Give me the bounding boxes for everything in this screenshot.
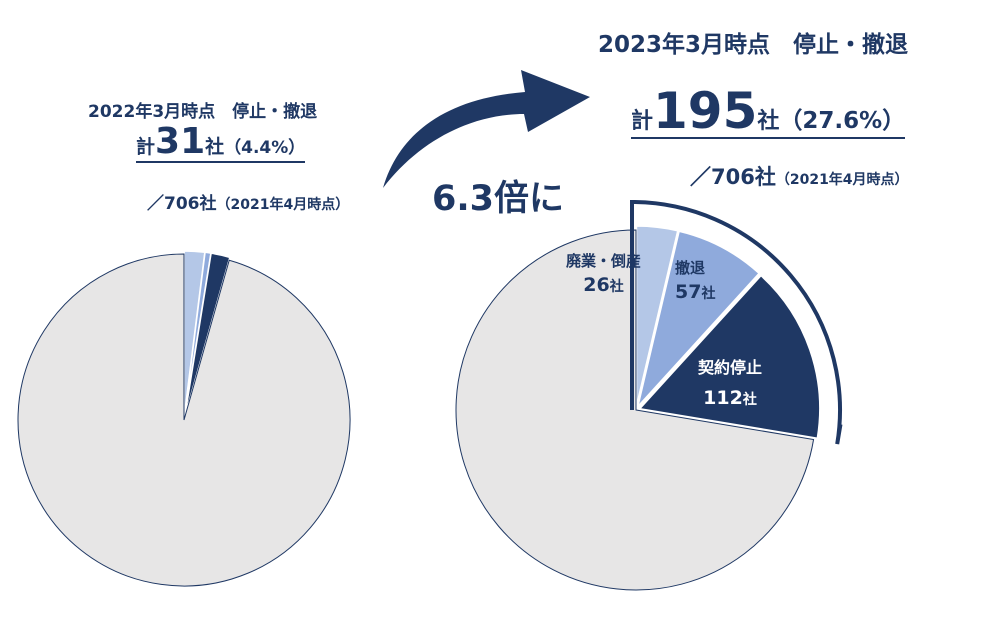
left-chart-title: 2022年3月時点 停止・撤退 [88,102,318,122]
slice-count-contract-stop-unit: 社 [742,392,757,408]
right-total-prefix: 計 [631,109,654,134]
slice-label-contract-stop: 契約停止 112社 [698,354,762,409]
right-total-value: 195 [653,82,758,140]
slice-count-withdrawal: 57社 [675,281,715,303]
pie-2023-slice-0 [635,225,679,407]
slice-name-contract-stop: 契約停止 [698,358,763,377]
growth-ratio-label: 6.3倍に [432,179,565,219]
right-total-suffix: 社 [757,109,780,134]
right-total-percent: （27.6%） [779,108,906,134]
pie-2023-slice-1 [636,230,761,410]
left-denominator-value: ／706社 [147,194,217,214]
left-total-value: 31 [155,121,206,162]
pie-chart-2023 [455,225,821,591]
left-total-prefix: 計 [136,136,156,158]
pie-2023-slice-3 [455,229,815,591]
pie-2022-slice-3 [17,253,351,587]
slice-count-contract-stop-value: 112 [703,387,743,409]
left-total-suffix: 社 [205,136,225,158]
slice-label-closure: 廃業・倒産 26社 [566,250,641,296]
bracket-outline [630,199,843,445]
left-denominator-note: （2021年4月時点） [216,197,350,213]
slice-count-closure-unit: 社 [609,279,624,295]
right-denominator-note: （2021年4月時点） [775,172,909,188]
slice-count-closure-value: 26 [583,274,610,296]
left-total-percent: （4.4%） [224,138,306,158]
slice-count-contract-stop: 112社 [698,387,762,409]
slice-label-withdrawal: 撤退 57社 [675,257,715,303]
right-chart-title: 2023年3月時点 停止・撤退 [598,32,909,58]
slice-name-withdrawal: 撤退 [675,259,706,277]
right-chart-total: 計195社（27.6%） [631,86,906,139]
pie-chart-2022 [17,250,351,587]
growth-arrow-icon [383,70,590,188]
pie-2023-slice-2 [638,274,821,440]
left-chart-total: 計31社（4.4%） [136,121,306,163]
slice-count-closure: 26社 [566,274,641,296]
right-chart-denominator: ／706社（2021年4月時点） [690,161,909,191]
slice-count-withdrawal-value: 57 [675,281,702,303]
left-chart-denominator: ／706社（2021年4月時点） [147,189,349,214]
slice-name-closure: 廃業・倒産 [566,252,642,270]
right-denominator-value: ／706社 [690,165,776,189]
slice-count-withdrawal-unit: 社 [701,286,716,302]
